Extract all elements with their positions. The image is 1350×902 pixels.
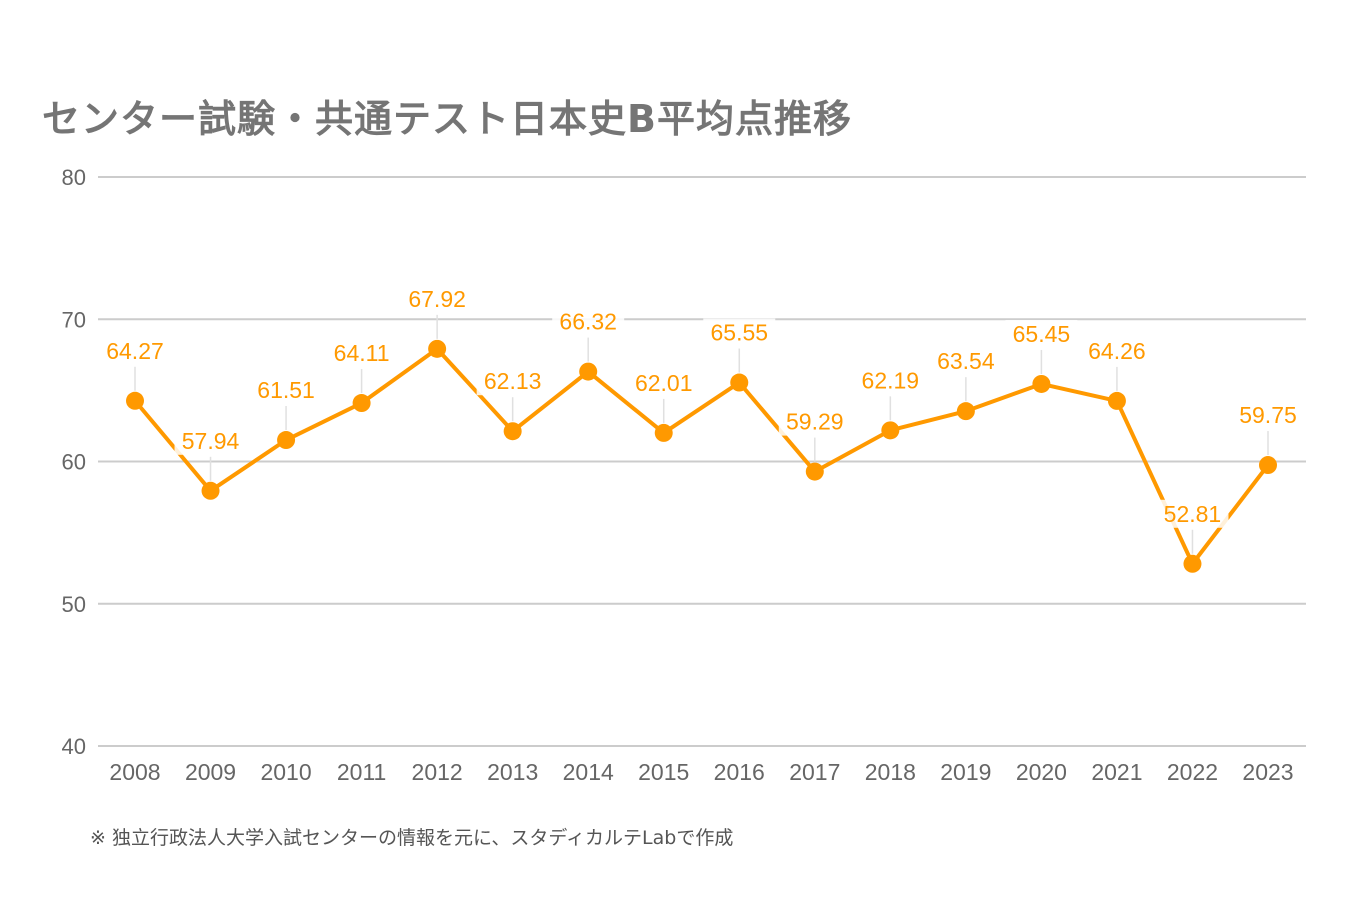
chart-title: センター試験・共通テスト日本史B平均点推移 [42,97,852,141]
y-tick-label: 80 [62,165,86,190]
data-label-bg [1232,401,1304,430]
data-point[interactable] [352,394,371,413]
data-label: 64.11 [334,340,390,366]
data-label: 57.94 [182,428,240,454]
y-tick-label: 70 [62,307,86,332]
data-label-bg [250,376,323,405]
data-label: 64.27 [106,338,164,364]
data-point[interactable] [730,373,749,392]
x-tick-label: 2013 [487,759,538,785]
data-point[interactable] [956,402,975,421]
data-labels: 64.27 57.94 61.51 64.11 67.92 62.13 66.32 62.01… [99,284,1304,528]
data-point[interactable] [126,391,144,410]
x-tick-label: 2009 [185,759,236,785]
data-label: 62.13 [484,368,542,394]
data-points [126,339,1277,573]
data-label: 64.26 [1088,338,1146,364]
data-point[interactable] [881,421,900,440]
data-point[interactable] [277,431,296,450]
data-point[interactable] [1107,391,1126,410]
label-leader-lines [134,314,1269,554]
data-label-bg [929,347,1002,376]
data-label: 65.45 [1013,321,1071,347]
data-label: 61.51 [257,377,315,403]
x-tick-label: 2023 [1242,759,1293,785]
source-footnote: ※ 独立行政法人大学入試センターの情報を元に、スタディカルテLabで作成 [90,827,734,849]
x-tick-label: 2011 [337,759,386,785]
x-tick-label: 2012 [412,759,463,785]
data-label: 65.55 [710,320,768,346]
data-label: 59.29 [786,409,844,435]
data-label-bg [99,336,171,365]
data-label-bg [174,426,247,455]
series-line-path [133,346,1270,566]
x-tick-label: 2022 [1167,759,1218,785]
y-axis-ticks: 40 50 60 70 80 [62,165,86,759]
data-point[interactable] [579,362,598,381]
data-label: 66.32 [559,309,617,335]
x-tick-label: 2018 [865,759,916,785]
data-point[interactable] [654,423,673,442]
data-label: 62.19 [862,367,920,393]
data-label-bg [476,367,549,396]
x-tick-label: 2010 [260,759,311,785]
y-tick-label: 60 [62,450,86,475]
series-line [133,346,1270,566]
x-tick-label: 2017 [789,759,840,785]
x-tick-label: 2014 [563,759,614,785]
data-label-bg [703,318,776,347]
data-point[interactable] [1259,456,1277,475]
data-label-bg [1156,499,1229,528]
data-point[interactable] [805,462,824,481]
x-axis-ticks: 2008 2009 2010 2011 2012 2013 2014 2015 2016 2017… [109,759,1293,785]
x-tick-label: 2016 [714,759,765,785]
data-point[interactable] [201,481,220,500]
x-tick-label: 2015 [638,759,689,785]
data-point[interactable] [503,422,522,441]
data-label-bg [627,368,700,397]
data-label-bg [1005,319,1078,348]
data-label-bg [401,284,474,313]
data-label-bg [854,366,927,395]
y-tick-label: 40 [62,734,86,759]
x-tick-label: 2019 [940,759,991,785]
gridlines [98,176,1306,747]
data-label-bg [778,407,851,436]
x-tick-label: 2020 [1016,759,1067,785]
data-label-bg [552,307,625,336]
data-label: 63.54 [937,348,995,374]
data-label: 62.01 [635,370,693,396]
x-tick-label: 2008 [109,759,160,785]
data-label-bg [1080,336,1153,365]
data-label-bg [325,339,398,368]
data-label: 52.81 [1164,501,1222,527]
data-point[interactable] [1032,374,1051,393]
data-point[interactable] [1183,554,1202,573]
x-tick-label: 2021 [1091,759,1142,785]
y-tick-label: 50 [62,592,86,617]
data-label: 59.75 [1239,402,1297,428]
data-label: 67.92 [408,286,466,312]
data-point[interactable] [428,339,447,358]
